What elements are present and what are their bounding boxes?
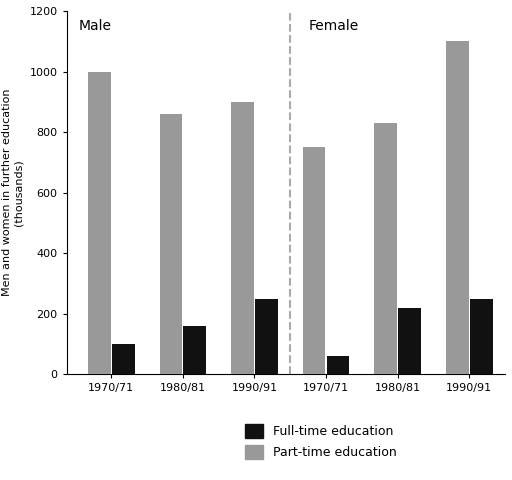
Text: Male: Male [78,19,112,33]
Bar [398,308,421,374]
Bar [183,326,206,374]
Bar [160,114,182,374]
Text: Female: Female [308,19,358,33]
Legend: Full-time education, Part-time education: Full-time education, Part-time education [245,424,397,459]
Bar [303,147,326,374]
Bar [470,299,493,374]
Bar [88,72,111,374]
Bar [374,123,397,374]
Bar [255,299,278,374]
Bar [112,344,135,374]
Bar [327,356,349,374]
Bar [446,41,468,374]
Bar [231,102,254,374]
Y-axis label: Men and women in further education
(thousands): Men and women in further education (thou… [2,89,24,297]
